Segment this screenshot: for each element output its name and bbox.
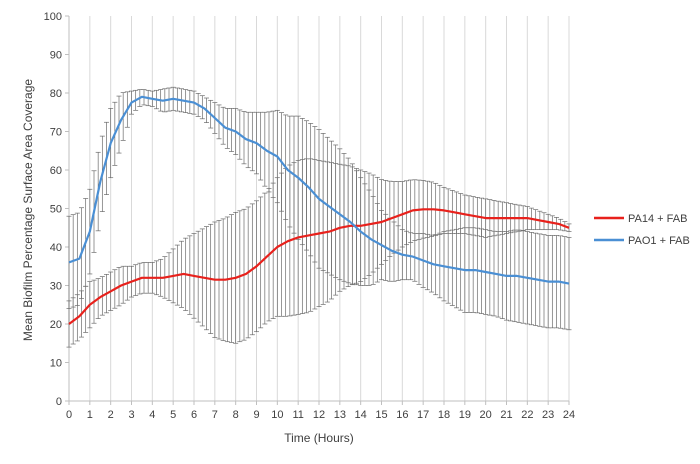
x-tick-label: 1 [87, 409, 93, 421]
y-tick-label: 70 [50, 127, 62, 139]
x-tick-label: 17 [417, 409, 429, 421]
x-tick-label: 0 [66, 409, 72, 421]
axes [65, 15, 570, 405]
x-tick-label: 20 [480, 409, 492, 421]
x-tick-label: 4 [149, 409, 155, 421]
y-tick-label: 60 [50, 165, 62, 177]
y-tick-label: 0 [56, 396, 62, 408]
series-lines [68, 95, 570, 325]
x-tick-label: 10 [271, 409, 283, 421]
x-tick-label: 13 [334, 409, 346, 421]
x-tick-label: 23 [542, 409, 554, 421]
legend-label: PAO1 + FAB [628, 235, 690, 247]
x-tick-label: 9 [253, 409, 259, 421]
y-tick-label: 30 [50, 281, 62, 293]
y-tick-label: 80 [50, 88, 62, 100]
legend-label: PA14 + FAB [628, 213, 687, 225]
x-tick-label: 8 [233, 409, 239, 421]
x-tick-label: 3 [128, 409, 134, 421]
x-tick-label: 19 [459, 409, 471, 421]
series-line-pa14-fab [68, 208, 570, 325]
x-axis-title: Time (Hours) [284, 431, 354, 445]
x-tick-label: 11 [292, 409, 303, 421]
y-tick-label: 100 [44, 11, 62, 23]
y-tick-label: 40 [50, 242, 62, 254]
x-tick-label: 6 [191, 409, 197, 421]
y-axis-title: Mean Biofilm Percentage Surface Area Cov… [21, 79, 35, 341]
x-tick-label: 2 [108, 409, 114, 421]
x-tick-label: 14 [355, 409, 367, 421]
x-tick-label: 12 [313, 409, 325, 421]
x-tick-label: 7 [212, 409, 218, 421]
x-tick-label: 5 [170, 409, 176, 421]
gridlines [89, 16, 570, 401]
x-tick-label: 18 [438, 409, 450, 421]
y-tick-label: 10 [50, 358, 62, 370]
y-tick-label: 20 [50, 319, 62, 331]
x-tick-label: 24 [563, 409, 575, 421]
series-line-pao1-fab [68, 95, 570, 285]
x-tick-label: 22 [521, 409, 533, 421]
y-tick-label: 90 [50, 50, 62, 62]
y-tick-label: 50 [50, 204, 62, 216]
x-tick-label: 21 [500, 409, 512, 421]
x-tick-label: 15 [375, 409, 387, 421]
x-tick-label: 16 [396, 409, 408, 421]
legend: PA14 + FAB PAO1 + FAB [594, 213, 690, 247]
